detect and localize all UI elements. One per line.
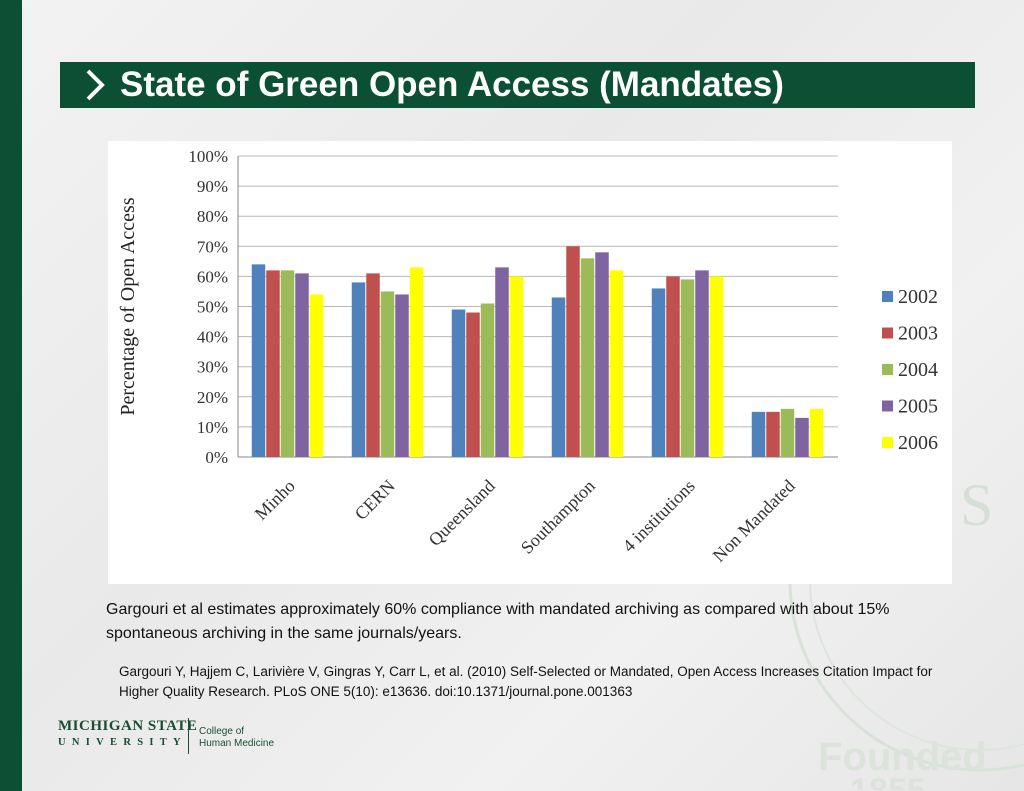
logo-divider xyxy=(188,718,189,754)
seal-letter: S xyxy=(960,472,993,538)
bar-2002-queensland xyxy=(451,309,466,457)
university-seal-watermark: S Founded 1855 xyxy=(788,430,1024,790)
bar-2004-non-mandated xyxy=(780,408,795,457)
legend-swatch-2006 xyxy=(882,437,893,448)
x-tick-label: 4 institutions xyxy=(619,476,699,556)
bar-2005-southampton xyxy=(595,252,609,457)
title-bar: State of Green Open Access (Mandates) xyxy=(60,62,975,108)
legend-label-2003: 2003 xyxy=(898,323,938,345)
bar-2006-queensland xyxy=(509,276,524,457)
bar-2005-non-mandated xyxy=(795,417,809,457)
x-tick-label: Minho xyxy=(251,476,299,524)
bar-2003-non-mandated xyxy=(766,411,780,457)
college-line2: Human Medicine xyxy=(199,738,275,749)
chart-panel: 0% 10% 20% 30% 40% 50% 60% 70% 80% 90% 100% Percent… xyxy=(108,141,952,584)
y-tick-label: 30% xyxy=(197,358,228,377)
college-line1: College of xyxy=(199,726,245,737)
bar-2004-cern xyxy=(380,291,395,457)
legend-swatch-2004 xyxy=(882,364,893,375)
legend-label-2006: 2006 xyxy=(898,432,938,454)
y-tick-label: 100% xyxy=(188,147,228,166)
x-tick-label: Southampton xyxy=(517,476,599,558)
bar-2006-minho xyxy=(309,294,324,457)
bar-2006-southampton xyxy=(609,270,624,457)
bar-2003-4-institutions xyxy=(666,276,680,457)
bar-2003-southampton xyxy=(566,246,580,457)
logo-line2: UNIVERSITY xyxy=(58,737,187,748)
bar-2005-queensland xyxy=(495,267,509,457)
slide-title: State of Green Open Access (Mandates) xyxy=(120,65,784,104)
legend-swatch-2005 xyxy=(882,400,893,412)
y-tick-label: 90% xyxy=(197,177,228,196)
y-tick-label: 0% xyxy=(205,448,228,467)
citation-text: Gargouri Y, Hajjem C, Larivière V, Gingr… xyxy=(119,664,933,699)
bar-2002-southampton xyxy=(551,297,566,457)
y-tick-label: 40% xyxy=(197,328,228,347)
y-axis-label: Percentage of Open Access xyxy=(117,197,139,415)
bar-2002-4-institutions xyxy=(651,288,666,457)
y-tick-label: 50% xyxy=(197,298,228,317)
bar-2004-southampton xyxy=(580,258,595,457)
bar-2003-cern xyxy=(366,273,380,457)
chevron-right-icon xyxy=(86,69,105,101)
y-tick-label: 70% xyxy=(197,237,228,256)
bar-2004-4-institutions xyxy=(680,279,695,457)
chart-caption: Gargouri et al estimates approximately 6… xyxy=(106,601,890,642)
bar-2006-4-institutions xyxy=(709,276,724,457)
bar-2003-queensland xyxy=(466,312,480,457)
bar-2002-non-mandated xyxy=(751,411,766,457)
logo-line1: MICHIGAN STATE xyxy=(58,718,198,734)
bar-2006-cern xyxy=(409,267,424,457)
bar-2005-4-institutions xyxy=(695,270,709,457)
bar-2002-cern xyxy=(351,282,366,457)
bar-2004-minho xyxy=(280,270,295,457)
bar-chart: 0% 10% 20% 30% 40% 50% 60% 70% 80% 90% 100% Percent… xyxy=(117,147,938,566)
y-tick-label: 80% xyxy=(197,207,228,226)
bar-2004-queensland xyxy=(480,303,495,457)
seal-founded-text: Founded xyxy=(818,735,987,779)
legend-label-2004: 2004 xyxy=(898,359,938,381)
x-tick-label: Queensland xyxy=(425,476,499,550)
bar-2006-non-mandated xyxy=(809,408,824,457)
legend-label-2002: 2002 xyxy=(898,286,938,308)
left-brand-stripe xyxy=(0,0,22,791)
x-tick-label: CERN xyxy=(351,476,399,524)
legend-label-2005: 2005 xyxy=(898,396,938,418)
bar-2002-minho xyxy=(251,264,266,457)
legend-swatch-2003 xyxy=(882,327,893,339)
bar-2005-minho xyxy=(295,273,309,457)
legend-swatch-2002 xyxy=(882,291,893,302)
y-tick-label: 20% xyxy=(197,388,228,407)
bar-2005-cern xyxy=(395,294,409,457)
y-tick-label: 10% xyxy=(197,418,228,437)
x-tick-label: Non Mandated xyxy=(709,476,799,566)
bar-2003-minho xyxy=(266,270,280,457)
seal-year-text: 1855 xyxy=(850,772,926,790)
y-tick-label: 60% xyxy=(197,267,228,286)
